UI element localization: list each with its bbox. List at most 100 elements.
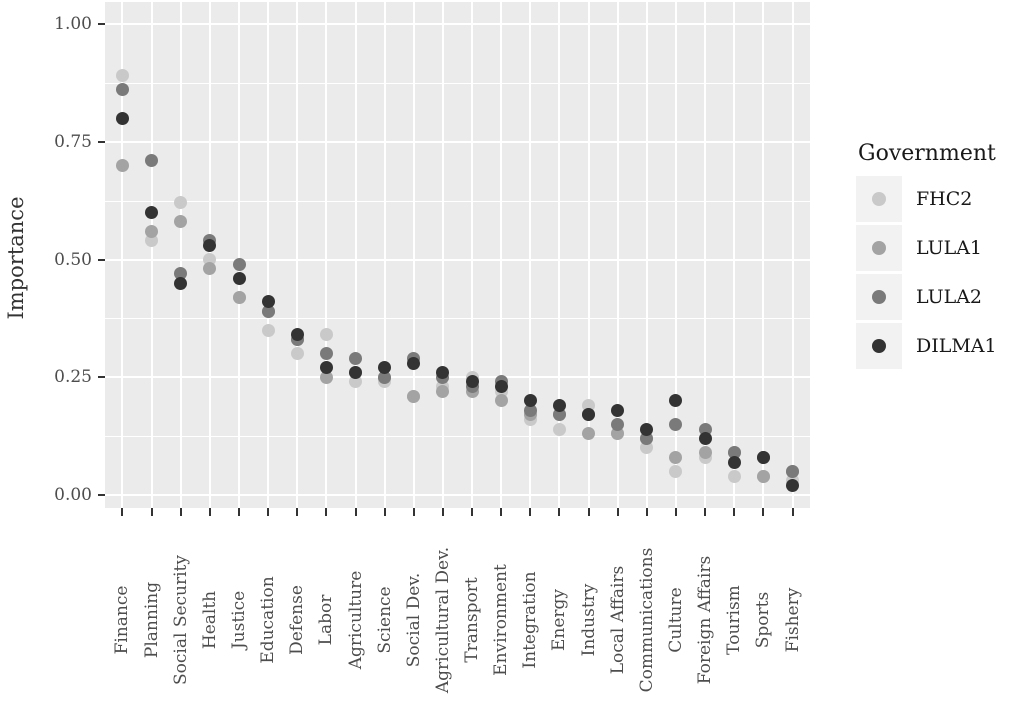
data-point: [494, 380, 508, 394]
data-point: [436, 366, 450, 380]
data-point: [698, 431, 712, 445]
legend-entry: DILMA1: [856, 323, 997, 369]
data-point: [582, 408, 596, 422]
y-tick-label: 0.50: [54, 249, 92, 270]
legend-entry: LULA2: [856, 274, 997, 320]
data-point: [349, 351, 363, 365]
x-tick-label: Social Dev.: [403, 572, 424, 668]
data-point: [145, 205, 159, 219]
legend-key: [856, 176, 902, 222]
data-point: [552, 399, 566, 412]
data-point: [115, 83, 129, 97]
category-gridline: [267, 2, 270, 508]
x-tick-label: Sports: [753, 591, 774, 649]
data-point: [145, 224, 159, 238]
x-tick-mark: [791, 508, 794, 516]
data-point: [203, 262, 217, 276]
y-tick-label: 0.75: [54, 131, 92, 152]
x-tick-mark: [529, 508, 532, 516]
data-point: [786, 464, 800, 478]
data-point: [232, 290, 246, 304]
data-point: [261, 304, 275, 318]
category-gridline: [791, 2, 794, 508]
x-tick-label: Industry: [578, 583, 599, 657]
x-tick-mark: [121, 508, 124, 516]
legend-label: LULA1: [916, 237, 983, 259]
data-point: [319, 370, 333, 384]
x-tick-label: Energy: [549, 588, 570, 652]
x-tick-label: Education: [258, 576, 279, 664]
legend-label: DILMA1: [916, 335, 997, 357]
minor-gridline: [105, 436, 810, 438]
x-tick-mark: [179, 508, 182, 516]
category-gridline: [500, 2, 503, 508]
legend-dot-icon: [872, 339, 886, 353]
category-gridline: [296, 2, 299, 508]
data-point: [290, 347, 304, 361]
data-point: [494, 394, 508, 408]
x-tick-label: Foreign Affairs: [695, 555, 716, 685]
data-point: [552, 422, 566, 436]
data-point: [349, 366, 363, 380]
category-gridline: [733, 2, 736, 508]
x-tick-label: Labor: [316, 594, 337, 646]
data-point: [669, 450, 683, 464]
category-gridline: [529, 2, 532, 508]
x-tick-label: Defense: [287, 585, 308, 655]
x-tick-mark: [354, 508, 357, 516]
category-gridline: [150, 2, 153, 508]
x-tick-mark: [558, 508, 561, 516]
x-tick-mark: [208, 508, 211, 516]
y-tick-label: 0.00: [54, 485, 92, 505]
x-tick-label: Agricultural Dev.: [432, 546, 453, 694]
data-point: [407, 356, 421, 370]
legend-key: [856, 323, 902, 369]
data-point: [523, 394, 537, 408]
x-tick-label: Integration: [520, 571, 541, 669]
category-gridline: [558, 2, 561, 508]
x-tick-label: Transport: [462, 577, 483, 663]
data-point: [319, 347, 333, 361]
legend-title: Government: [858, 141, 996, 166]
x-tick-label: Environment: [491, 564, 512, 676]
legend-label: LULA2: [916, 286, 983, 308]
category-gridline: [354, 2, 357, 508]
x-tick-mark: [325, 508, 328, 516]
x-tick-mark: [616, 508, 619, 516]
legend-entry: LULA1: [856, 225, 997, 271]
data-point: [727, 469, 741, 483]
legend-key: [856, 225, 902, 271]
data-point: [232, 257, 246, 271]
legend-entry: FHC2: [856, 176, 997, 222]
y-tick-mark: [98, 494, 105, 496]
legend-label: FHC2: [916, 188, 973, 210]
data-point: [378, 370, 392, 384]
data-point: [378, 361, 392, 375]
x-tick-label: Justice: [229, 590, 249, 650]
x-tick-label: Tourism: [724, 585, 745, 655]
data-point: [465, 375, 479, 389]
x-tick-label: Culture: [665, 587, 686, 653]
data-point: [261, 323, 275, 337]
x-tick-mark: [296, 508, 299, 516]
category-gridline: [441, 2, 444, 508]
data-point: [290, 328, 304, 342]
data-point: [436, 384, 450, 398]
x-tick-label: Health: [199, 590, 220, 650]
data-point: [115, 158, 129, 172]
category-gridline: [704, 2, 707, 508]
legend-entries: FHC2 LULA1 LULA2 DILMA1: [856, 176, 997, 369]
major-gridline: [105, 258, 810, 261]
x-tick-mark: [383, 508, 386, 516]
category-gridline: [645, 2, 648, 508]
y-tick-mark: [98, 376, 105, 379]
category-gridline: [587, 2, 590, 508]
x-tick-label: Planning: [141, 581, 162, 659]
y-tick-label: 1.00: [54, 14, 92, 34]
category-gridline: [616, 2, 619, 508]
data-point: [115, 111, 129, 125]
data-point: [319, 361, 333, 375]
data-point: [756, 469, 770, 483]
data-point: [407, 389, 421, 403]
